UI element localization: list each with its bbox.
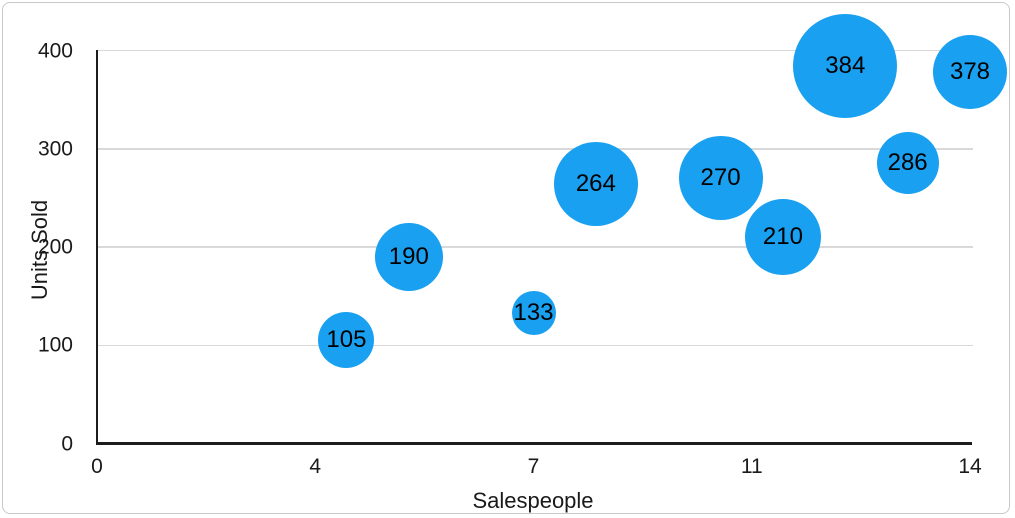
y-tick-label: 300: [37, 137, 73, 161]
bubble-value-label: 210: [762, 223, 803, 251]
x-axis-title: Salespeople: [472, 488, 594, 513]
gridline-y-400: [97, 49, 973, 52]
bubble-point[interactable]: 210: [744, 199, 821, 276]
y-tick-label: 400: [37, 39, 73, 62]
y-tick-label: 0: [61, 432, 73, 455]
x-tick-label: 0: [91, 455, 103, 478]
bubble-point[interactable]: 264: [553, 142, 638, 227]
bubble-value-label: 384: [825, 52, 866, 80]
y-axis-line: [96, 50, 98, 444]
bubble-value-label: 105: [326, 326, 367, 354]
gridline-y-200: [97, 246, 973, 248]
y-tick-label: 200: [37, 235, 73, 259]
bubble-point[interactable]: 384: [793, 14, 898, 119]
bubble-point[interactable]: 270: [678, 136, 763, 221]
bubble-point[interactable]: 286: [876, 131, 939, 194]
x-tick-label: 4: [309, 455, 322, 478]
bubble-point[interactable]: 105: [318, 312, 375, 369]
x-tick-label: 11: [740, 455, 763, 478]
bubble-point[interactable]: 378: [933, 35, 1007, 110]
gridline-y-100: [97, 344, 973, 346]
y-tick-label: 100: [37, 333, 73, 357]
bubble-value-label: 133: [513, 298, 554, 326]
x-tick-label: 7: [527, 455, 540, 478]
y-axis-title: Units Sold: [27, 199, 52, 301]
bubble-value-label: 270: [700, 164, 741, 192]
x-axis-line: [96, 442, 972, 445]
bubble-value-label: 378: [949, 58, 991, 86]
gridline-y-300: [97, 148, 973, 150]
bubble-point[interactable]: 190: [374, 222, 443, 291]
bubble-point[interactable]: 133: [511, 290, 556, 335]
bubble-value-label: 190: [388, 242, 429, 270]
bubble-value-label: 264: [575, 170, 616, 198]
x-tick-label: 14: [958, 455, 982, 478]
bubble-value-label: 286: [887, 148, 928, 176]
